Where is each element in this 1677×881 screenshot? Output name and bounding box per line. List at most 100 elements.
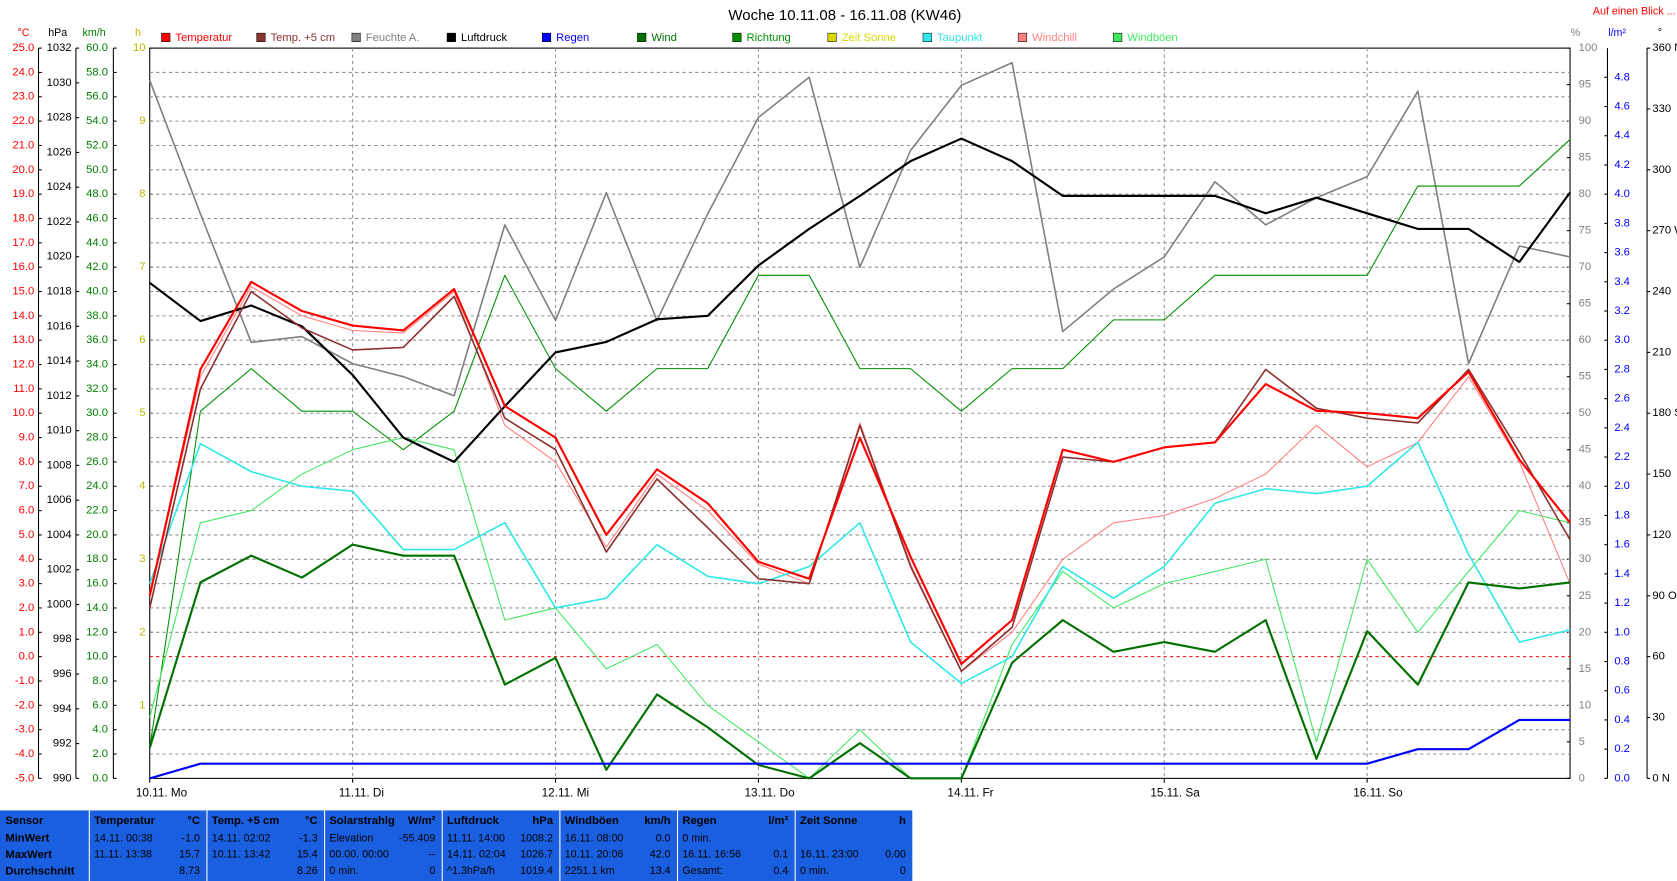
- y-tick-label: 60: [1579, 334, 1591, 346]
- legend-swatch: [256, 32, 266, 42]
- y-tick-label: 1.8: [1614, 509, 1630, 521]
- y-tick-label: 60.0: [86, 42, 108, 54]
- y-tick-label: 17.0: [12, 237, 34, 249]
- legend-swatch: [446, 32, 456, 42]
- x-tick-label: 15.11. Sa: [1150, 786, 1200, 799]
- y-tick-label: -1.0: [15, 675, 34, 687]
- legend-label: Temp. +5 cm: [271, 32, 336, 44]
- legend-label: Zeit Sonne: [842, 32, 896, 44]
- y-tick-label: 7: [139, 261, 145, 273]
- cell-value: 0.0: [656, 833, 671, 845]
- legend-swatch: [732, 32, 742, 42]
- table-cell: [0, 810, 89, 881]
- table-cell: [89, 810, 207, 881]
- y-tick-label: 1012: [47, 390, 72, 402]
- cell-label: Elevation: [329, 833, 373, 845]
- y-tick-label: 150: [1652, 468, 1671, 480]
- x-tick-label: 16.11. So: [1353, 786, 1403, 799]
- legend-swatch: [1017, 32, 1028, 42]
- row-label: MinWert: [5, 833, 49, 845]
- link[interactable]: Auf einen Blick ...: [1593, 6, 1676, 18]
- y-tick-label: 30: [1579, 553, 1591, 565]
- y-tick-label: 1: [139, 699, 145, 711]
- y-tick-label: 34.0: [86, 359, 108, 371]
- y-tick-label: 8.0: [19, 456, 35, 468]
- y-tick-label: 1006: [47, 494, 72, 506]
- legend-label: Wind: [651, 32, 677, 44]
- y-tick-label: 8: [139, 188, 145, 200]
- y-tick-label: 22.0: [86, 505, 108, 517]
- y-tick-label: 18.0: [12, 212, 34, 224]
- cell-value: --: [428, 849, 436, 861]
- row-label: Sensor: [5, 815, 44, 827]
- cell-label: 16.11. 16:56: [682, 849, 741, 861]
- y-tick-label: 44.0: [86, 237, 108, 249]
- y-tick-label: 1020: [47, 251, 72, 263]
- cell-value: 1008.2: [520, 833, 553, 845]
- cell-label: 14.11. 00:38: [94, 833, 153, 845]
- column-header: Temperatur: [94, 815, 156, 827]
- cell-value: 8.73: [179, 865, 200, 877]
- y-tick-label: 2.0: [1614, 480, 1630, 492]
- cell-value: 1019.4: [520, 865, 553, 877]
- y-tick-label: 1016: [47, 320, 72, 332]
- x-tick-label: 13.11. Do: [745, 786, 796, 799]
- y-tick-label: 1008: [47, 459, 72, 471]
- x-tick-label: 12.11. Mi: [542, 786, 589, 799]
- cell-label: 11.11. 13:38: [94, 849, 152, 861]
- y-tick-label: 19.0: [12, 188, 34, 200]
- y-tick-label: 1.0: [19, 626, 35, 638]
- y-tick-label: 1014: [47, 355, 72, 367]
- legend-swatch: [922, 32, 932, 42]
- legend-label: Temperatur: [175, 32, 232, 44]
- y-tick-label: 14.0: [86, 602, 108, 614]
- y-tick-label: 1022: [47, 216, 72, 228]
- cell-label: 10.11. 13:42: [212, 849, 271, 861]
- y-tick-label: 0.2: [1614, 743, 1630, 755]
- series-line: [149, 286, 1571, 672]
- y-tick-label: 1024: [47, 181, 72, 193]
- y-tick-label: 85: [1579, 152, 1591, 164]
- cell-value: -55.409: [399, 833, 435, 845]
- y-tick-label: 32.0: [86, 383, 108, 395]
- axis-title: hPa: [48, 27, 67, 39]
- y-tick-label: 23.0: [12, 91, 34, 103]
- x-tick-label: 11.11. Di: [339, 786, 384, 799]
- y-tick-label: 3.4: [1614, 276, 1630, 288]
- column-header: Solarstrahlg: [329, 815, 395, 827]
- column-unit: °C: [187, 815, 200, 827]
- cell-value: -1.0: [182, 833, 200, 845]
- legend-swatch: [161, 32, 171, 42]
- row-label: Durchschnitt: [5, 865, 74, 877]
- x-tick-label: 14.11. Fr: [947, 786, 993, 799]
- y-tick-label: 90: [1579, 115, 1591, 127]
- legend-swatch: [541, 32, 552, 42]
- y-tick-label: 1.0: [1614, 626, 1630, 638]
- y-tick-label: 1028: [47, 112, 72, 124]
- series-line: [148, 61, 1571, 397]
- legend-label: Regen: [556, 32, 589, 44]
- y-tick-label: 7.0: [19, 480, 35, 492]
- series-line: [149, 139, 1571, 748]
- y-tick-label: 52.0: [86, 139, 108, 151]
- y-tick-label: 3.2: [1614, 305, 1630, 317]
- cell-value: 0: [429, 865, 435, 877]
- y-tick-label: 360 N: [1652, 42, 1677, 54]
- y-tick-label: 16.0: [86, 578, 108, 590]
- y-tick-label: 60: [1652, 651, 1664, 663]
- series-line: [148, 441, 1571, 685]
- table-cell: [207, 810, 325, 881]
- column-unit: °C: [305, 815, 318, 827]
- y-tick-label: 12.0: [86, 626, 108, 638]
- y-tick-label: 75: [1579, 225, 1591, 237]
- cell-label: Gesamt:: [682, 865, 722, 877]
- cell-value: -1.3: [299, 833, 317, 845]
- y-tick-label: 990: [53, 772, 72, 784]
- y-tick-label: 25: [1579, 590, 1591, 602]
- y-tick-label: 4: [139, 480, 145, 492]
- y-tick-label: -5.0: [15, 772, 34, 784]
- y-tick-label: 4.8: [1614, 71, 1630, 83]
- y-tick-label: 3.8: [1614, 217, 1630, 229]
- series-line: [149, 437, 1571, 779]
- y-tick-label: 54.0: [86, 115, 108, 127]
